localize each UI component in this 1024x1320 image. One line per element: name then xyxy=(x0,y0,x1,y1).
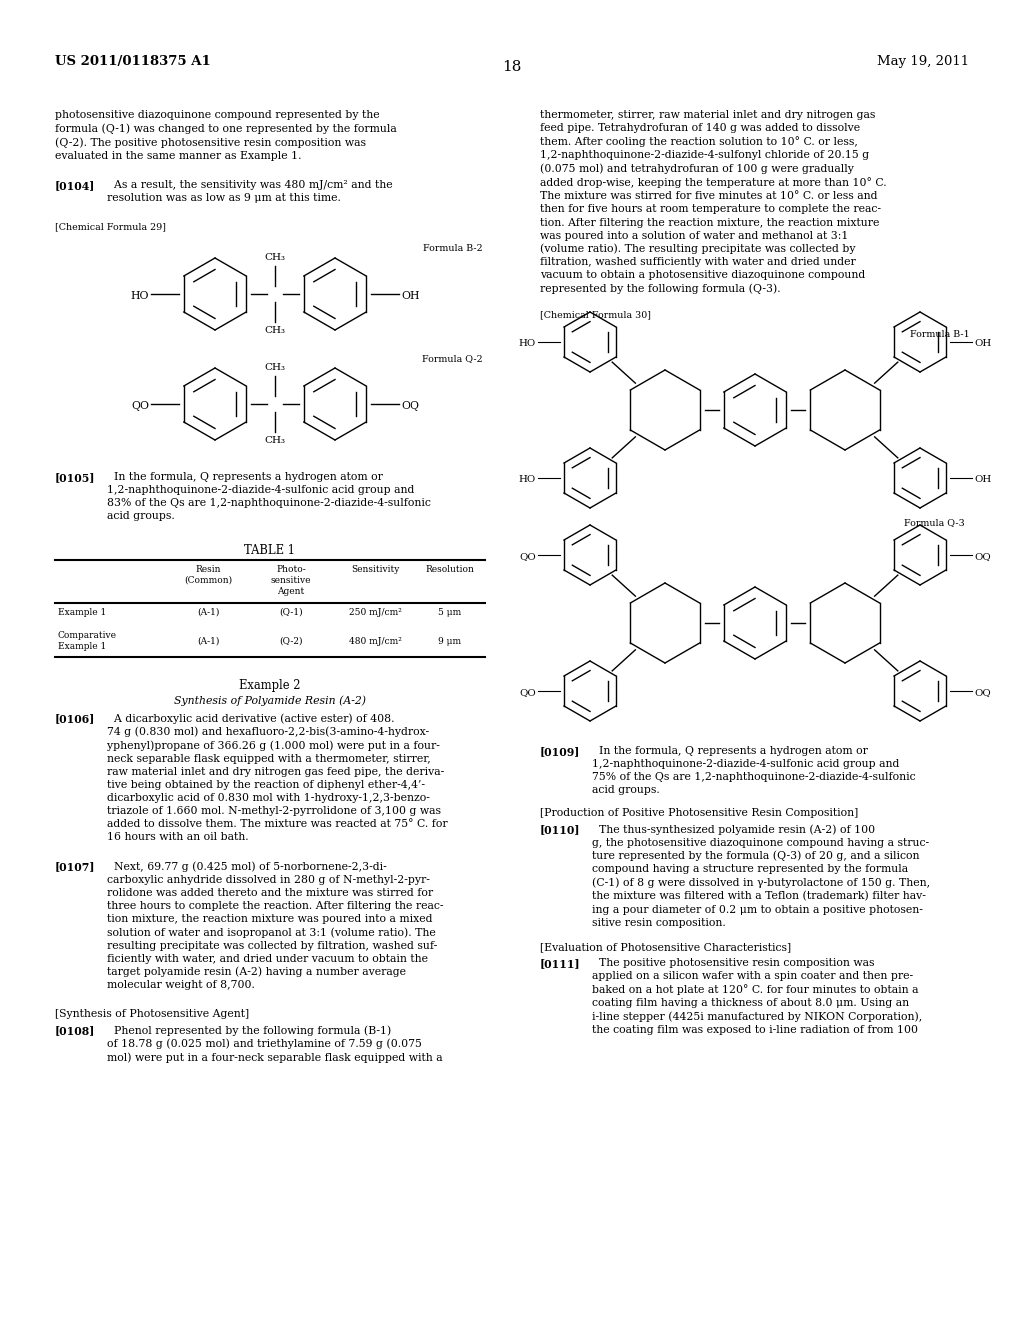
Text: In the formula, Q represents a hydrogen atom or
1,2-naphthoquinone-2-diazide-4-s: In the formula, Q represents a hydrogen … xyxy=(592,746,915,795)
Text: [0104]: [0104] xyxy=(55,180,95,191)
Text: thermometer, stirrer, raw material inlet and dry nitrogen gas
feed pipe. Tetrahy: thermometer, stirrer, raw material inlet… xyxy=(540,110,887,294)
Text: Example 2: Example 2 xyxy=(240,678,301,692)
Text: 9 μm: 9 μm xyxy=(438,638,462,645)
Text: QO: QO xyxy=(519,553,536,561)
Text: US 2011/0118375 A1: US 2011/0118375 A1 xyxy=(55,55,211,69)
Text: TABLE 1: TABLE 1 xyxy=(245,544,296,557)
Text: Formula Q-3: Formula Q-3 xyxy=(904,517,965,527)
Text: [Evaluation of Photosensitive Characteristics]: [Evaluation of Photosensitive Characteri… xyxy=(540,942,792,952)
Text: The thus-synthesized polyamide resin (A-2) of 100
g, the photosensitive diazoqui: The thus-synthesized polyamide resin (A-… xyxy=(592,824,930,928)
Text: [0109]: [0109] xyxy=(540,746,581,756)
Text: 5 μm: 5 μm xyxy=(438,609,462,616)
Text: [Chemical Formula 30]: [Chemical Formula 30] xyxy=(540,310,651,319)
Text: 480 mJ/cm²: 480 mJ/cm² xyxy=(348,638,401,645)
Text: Synthesis of Polyamide Resin (A-2): Synthesis of Polyamide Resin (A-2) xyxy=(174,696,366,706)
Text: QO: QO xyxy=(131,401,150,411)
Text: [Production of Positive Photosensitive Resin Composition]: [Production of Positive Photosensitive R… xyxy=(540,808,858,818)
Text: photosensitive diazoquinone compound represented by the
formula (Q-1) was change: photosensitive diazoquinone compound rep… xyxy=(55,110,396,161)
Text: Photo-
sensitive
Agent: Photo- sensitive Agent xyxy=(270,565,311,595)
Text: OQ: OQ xyxy=(974,689,991,697)
Text: QO: QO xyxy=(519,689,536,697)
Text: As a result, the sensitivity was 480 mJ/cm² and the
resolution was as low as 9 μ: As a result, the sensitivity was 480 mJ/… xyxy=(106,180,392,203)
Text: Resin
(Common): Resin (Common) xyxy=(184,565,232,585)
Text: [0110]: [0110] xyxy=(540,824,581,836)
Text: 250 mJ/cm²: 250 mJ/cm² xyxy=(348,609,401,616)
Text: Resolution: Resolution xyxy=(426,565,474,574)
Text: (A-1): (A-1) xyxy=(197,609,219,616)
Text: May 19, 2011: May 19, 2011 xyxy=(877,55,969,69)
Text: OQ: OQ xyxy=(974,553,991,561)
Text: (A-1): (A-1) xyxy=(197,638,219,645)
Text: A dicarboxylic acid derivative (active ester) of 408.
74 g (0.830 mol) and hexaf: A dicarboxylic acid derivative (active e… xyxy=(106,713,447,842)
Text: CH₃: CH₃ xyxy=(264,326,286,335)
Text: Phenol represented by the following formula (B-1)
of 18.78 g (0.025 mol) and tri: Phenol represented by the following form… xyxy=(106,1026,442,1063)
Text: OH: OH xyxy=(974,475,991,484)
Text: Formula B-1: Formula B-1 xyxy=(910,330,970,339)
Text: [0106]: [0106] xyxy=(55,713,95,723)
Text: OQ: OQ xyxy=(401,401,419,411)
Text: [0108]: [0108] xyxy=(55,1026,95,1036)
Text: OH: OH xyxy=(974,339,991,348)
Text: The positive photosensitive resin composition was
applied on a silicon wafer wit: The positive photosensitive resin compos… xyxy=(592,958,923,1035)
Text: [0111]: [0111] xyxy=(540,958,581,969)
Text: [Chemical Formula 29]: [Chemical Formula 29] xyxy=(55,222,166,231)
Text: 18: 18 xyxy=(503,59,521,74)
Text: CH₃: CH₃ xyxy=(264,363,286,372)
Text: Formula Q-2: Formula Q-2 xyxy=(422,354,483,363)
Text: CH₃: CH₃ xyxy=(264,436,286,445)
Text: [Synthesis of Photosensitive Agent]: [Synthesis of Photosensitive Agent] xyxy=(55,1008,249,1019)
Text: (Q-1): (Q-1) xyxy=(280,609,303,616)
Text: (Q-2): (Q-2) xyxy=(280,638,303,645)
Text: HO: HO xyxy=(519,475,536,484)
Text: In the formula, Q represents a hydrogen atom or
1,2-naphthoquinone-2-diazide-4-s: In the formula, Q represents a hydrogen … xyxy=(106,473,431,521)
Text: [0107]: [0107] xyxy=(55,861,95,873)
Text: Example 1: Example 1 xyxy=(58,609,106,616)
Text: Next, 69.77 g (0.425 mol) of 5-norbornene-2,3-di-
carboxylic anhydride dissolved: Next, 69.77 g (0.425 mol) of 5-norbornen… xyxy=(106,861,443,990)
Text: CH₃: CH₃ xyxy=(264,253,286,261)
Text: Formula B-2: Formula B-2 xyxy=(423,244,483,253)
Text: HO: HO xyxy=(519,339,536,348)
Text: HO: HO xyxy=(130,290,150,301)
Text: OH: OH xyxy=(401,290,420,301)
Text: Comparative
Example 1: Comparative Example 1 xyxy=(58,631,117,651)
Text: [0105]: [0105] xyxy=(55,473,95,483)
Text: Sensitivity: Sensitivity xyxy=(351,565,399,574)
